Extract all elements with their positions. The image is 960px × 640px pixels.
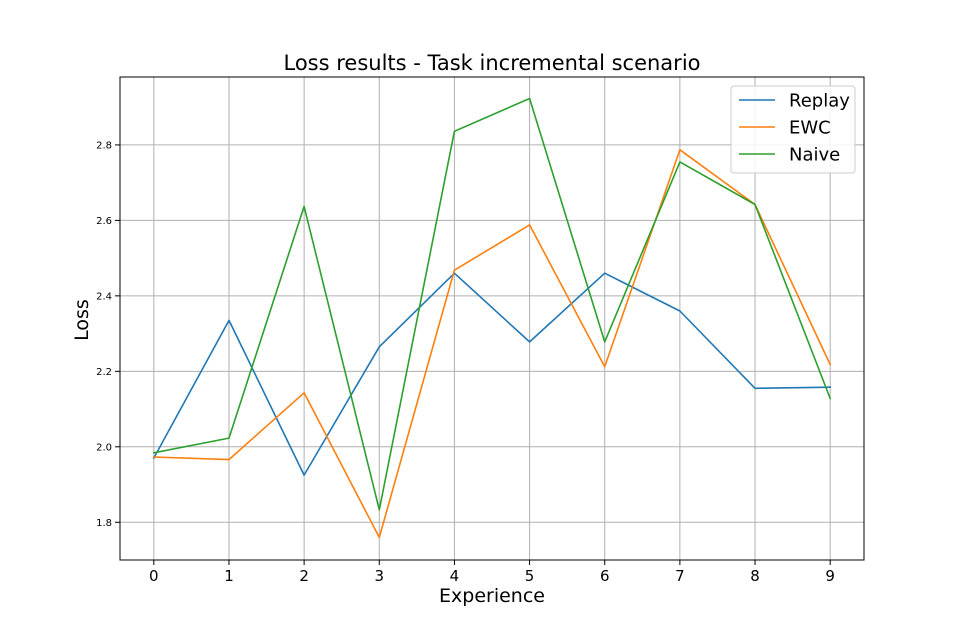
y-tick-label: 2.0 <box>96 442 112 453</box>
x-tick-label: 5 <box>525 567 535 585</box>
y-tick-label: 2.8 <box>96 140 112 151</box>
x-tick-label: 9 <box>825 567 835 585</box>
legend-label-replay: Replay <box>789 91 850 112</box>
y-axis-label: Loss <box>71 299 93 341</box>
x-tick-label: 8 <box>750 567 760 585</box>
series-line-replay <box>152 272 832 476</box>
y-tick-label: 2.4 <box>96 291 112 302</box>
plot-area-frame <box>119 76 865 561</box>
x-axis-label: Experience <box>439 585 545 607</box>
x-tick-label: 6 <box>600 567 610 585</box>
series-line-naive <box>152 97 832 511</box>
x-tick-label: 3 <box>374 567 384 585</box>
x-tick-label: 7 <box>675 567 685 585</box>
series-layer <box>152 97 832 539</box>
x-tick-label: 2 <box>299 567 309 585</box>
tick-layer: 0 1 2 3 4 5 6 7 8 9 1.8 2.0 2.2 2.4 2.6 2.8 <box>96 140 835 585</box>
legend-box <box>730 85 856 174</box>
legend: Replay EWC Naive <box>730 85 856 174</box>
y-tick-label: 2.2 <box>96 367 112 378</box>
legend-label-naive: Naive <box>789 145 840 166</box>
y-tick-label: 1.8 <box>96 518 112 529</box>
x-tick-label: 0 <box>149 567 159 585</box>
y-tick-label: 2.6 <box>96 216 112 227</box>
chart-title: Loss results - Task incremental scenario <box>284 51 701 75</box>
series-line-ewc <box>152 149 832 539</box>
x-tick-label: 4 <box>450 567 460 585</box>
x-tick-label: 1 <box>224 567 234 585</box>
legend-label-ewc: EWC <box>789 118 831 139</box>
